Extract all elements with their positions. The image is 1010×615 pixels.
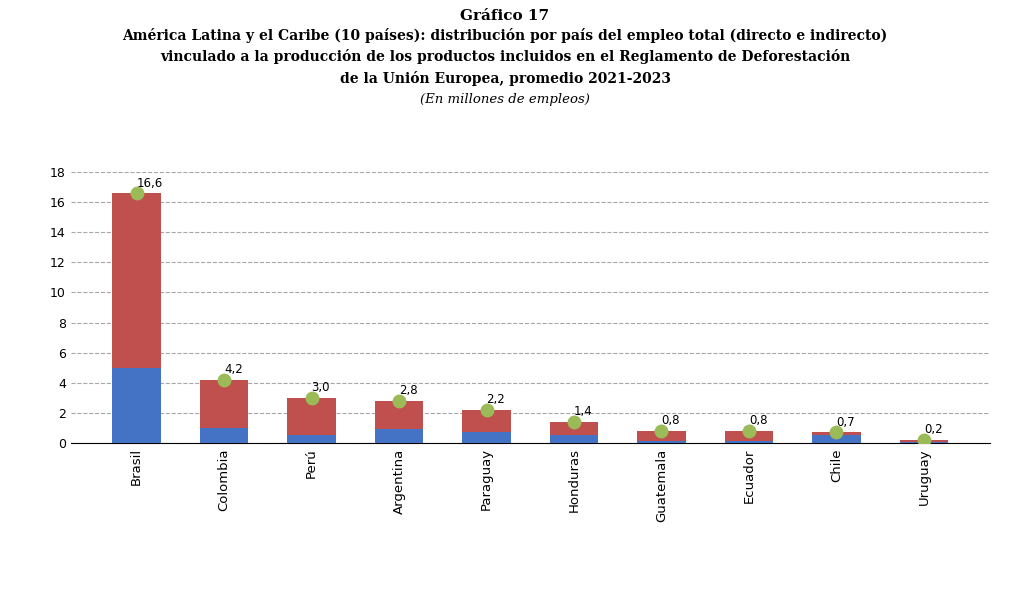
Text: (En millones de empleos): (En millones de empleos) <box>420 93 590 106</box>
Text: 2,2: 2,2 <box>487 394 505 407</box>
Bar <box>200 379 248 428</box>
Point <box>303 393 319 403</box>
Bar <box>725 440 773 443</box>
Text: 0,8: 0,8 <box>662 415 680 427</box>
Point <box>391 396 407 406</box>
Text: 3,0: 3,0 <box>311 381 330 394</box>
Text: 4,2: 4,2 <box>224 363 242 376</box>
Bar <box>900 440 948 442</box>
Point <box>916 435 932 445</box>
Text: Gráfico 17: Gráfico 17 <box>461 9 549 23</box>
Bar <box>812 435 861 443</box>
Bar <box>112 193 161 368</box>
Bar <box>375 429 423 443</box>
Text: 1,4: 1,4 <box>574 405 593 418</box>
Text: 2,8: 2,8 <box>399 384 418 397</box>
Point <box>128 188 144 198</box>
Text: 0,7: 0,7 <box>836 416 855 429</box>
Bar <box>463 432 511 443</box>
Bar <box>288 435 335 443</box>
Text: de la Unión Europea, promedio 2021-2023: de la Unión Europea, promedio 2021-2023 <box>339 71 671 85</box>
Point <box>741 426 758 435</box>
Text: vinculado a la producción de los productos incluidos en el Reglamento de Defores: vinculado a la producción de los product… <box>160 49 850 64</box>
Bar <box>900 442 948 443</box>
Text: 0,2: 0,2 <box>924 424 942 437</box>
Point <box>479 405 495 415</box>
Bar <box>375 401 423 429</box>
Bar <box>725 430 773 440</box>
Bar <box>112 368 161 443</box>
Point <box>566 417 582 427</box>
Bar <box>637 440 686 443</box>
Text: 0,8: 0,8 <box>749 415 768 427</box>
Text: 16,6: 16,6 <box>136 177 163 190</box>
Bar <box>463 410 511 432</box>
Bar <box>812 432 861 435</box>
Point <box>653 426 670 435</box>
Bar <box>288 398 335 435</box>
Bar <box>549 435 598 443</box>
Bar <box>637 430 686 440</box>
Point <box>828 427 844 437</box>
Point <box>216 375 232 384</box>
Bar <box>549 422 598 435</box>
Text: América Latina y el Caribe (10 países): distribución por país del empleo total (: América Latina y el Caribe (10 países): … <box>122 28 888 42</box>
Bar <box>200 428 248 443</box>
